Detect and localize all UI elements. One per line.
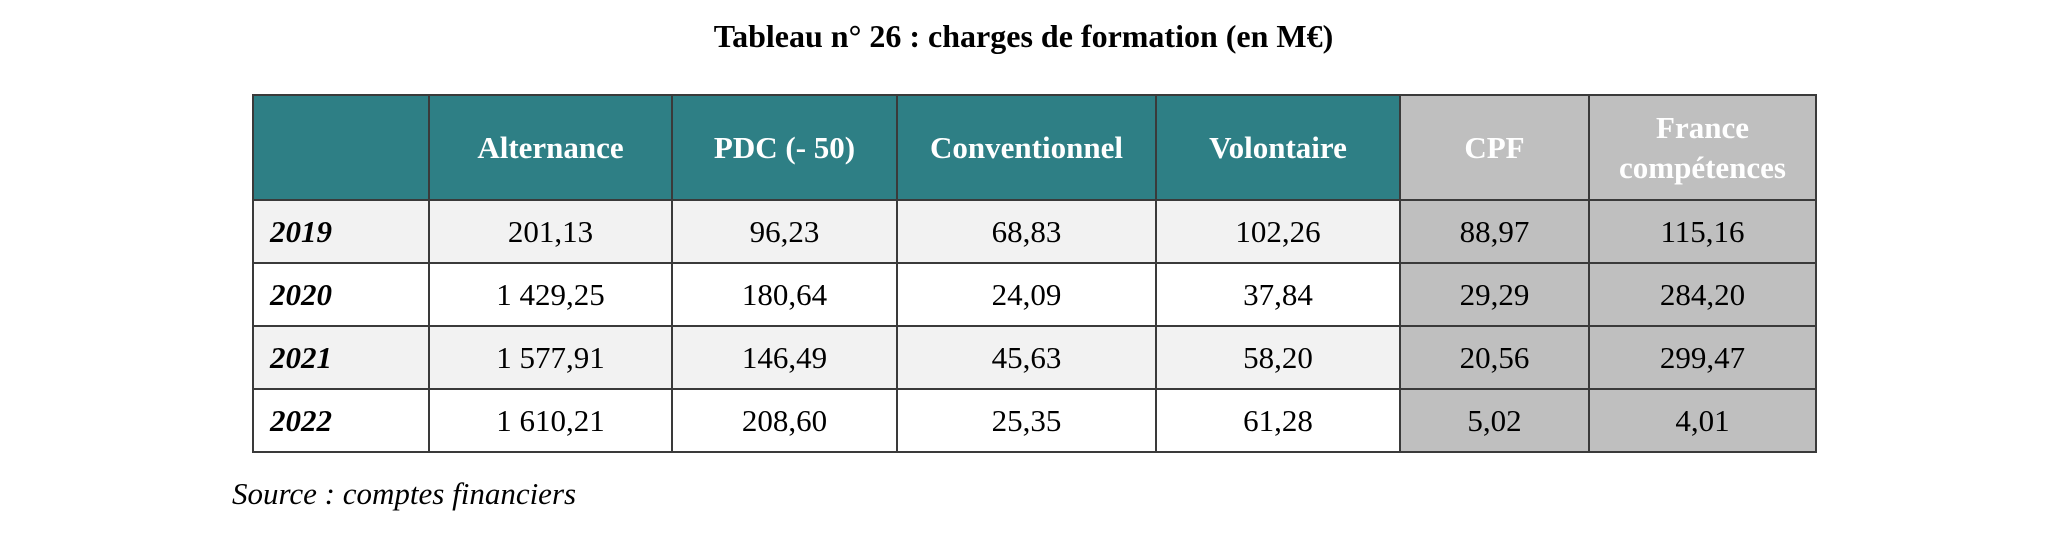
table-row: 2021 1 577,91 146,49 45,63 58,20 20,56 299,47	[252, 325, 1817, 390]
table-cell: 180,64	[671, 262, 898, 327]
header-row: Alternance PDC (- 50) Conventionnel Volonta…	[252, 94, 1817, 201]
column-header: Conventionnel	[896, 94, 1157, 201]
table-row: 2022 1 610,21 208,60 25,35 61,28 5,02 4,01	[252, 388, 1817, 453]
data-table: Alternance PDC (- 50) Conventionnel Volonta…	[252, 94, 1817, 453]
table-cell: 68,83	[896, 199, 1157, 264]
column-header: France compétences	[1588, 94, 1817, 201]
table-cell: 96,23	[671, 199, 898, 264]
table-cell: 45,63	[896, 325, 1157, 390]
table-row: 2020 1 429,25 180,64 24,09 37,84 29,29 284,20	[252, 262, 1817, 327]
row-header: 2020	[252, 262, 430, 327]
table-cell: 24,09	[896, 262, 1157, 327]
table-cell: 5,02	[1399, 388, 1590, 453]
table-row: 2019 201,13 96,23 68,83 102,26 88,97 115,16	[252, 199, 1817, 264]
table-cell: 115,16	[1588, 199, 1817, 264]
table-cell: 4,01	[1588, 388, 1817, 453]
column-header: PDC (- 50)	[671, 94, 898, 201]
table-cell: 61,28	[1155, 388, 1401, 453]
table-cell: 102,26	[1155, 199, 1401, 264]
table-cell: 29,29	[1399, 262, 1590, 327]
corner-cell	[252, 94, 430, 201]
column-header: Alternance	[428, 94, 673, 201]
table-cell: 20,56	[1399, 325, 1590, 390]
table-cell: 1 429,25	[428, 262, 673, 327]
table-cell: 1 577,91	[428, 325, 673, 390]
table-cell: 284,20	[1588, 262, 1817, 327]
column-header: CPF	[1399, 94, 1590, 201]
table-cell: 1 610,21	[428, 388, 673, 453]
table-title: Tableau n° 26 : charges de formation (en…	[713, 18, 1334, 54]
row-header: 2022	[252, 388, 430, 453]
table-cell: 58,20	[1155, 325, 1401, 390]
table-cell: 88,97	[1399, 199, 1590, 264]
table-cell: 146,49	[671, 325, 898, 390]
source-note: Source : comptes financiers	[232, 476, 577, 511]
row-header: 2021	[252, 325, 430, 390]
column-header: Volontaire	[1155, 94, 1401, 201]
table-cell: 201,13	[428, 199, 673, 264]
table-cell: 208,60	[671, 388, 898, 453]
row-header: 2019	[252, 199, 430, 264]
table-cell: 299,47	[1588, 325, 1817, 390]
table-cell: 37,84	[1155, 262, 1401, 327]
table-cell: 25,35	[896, 388, 1157, 453]
